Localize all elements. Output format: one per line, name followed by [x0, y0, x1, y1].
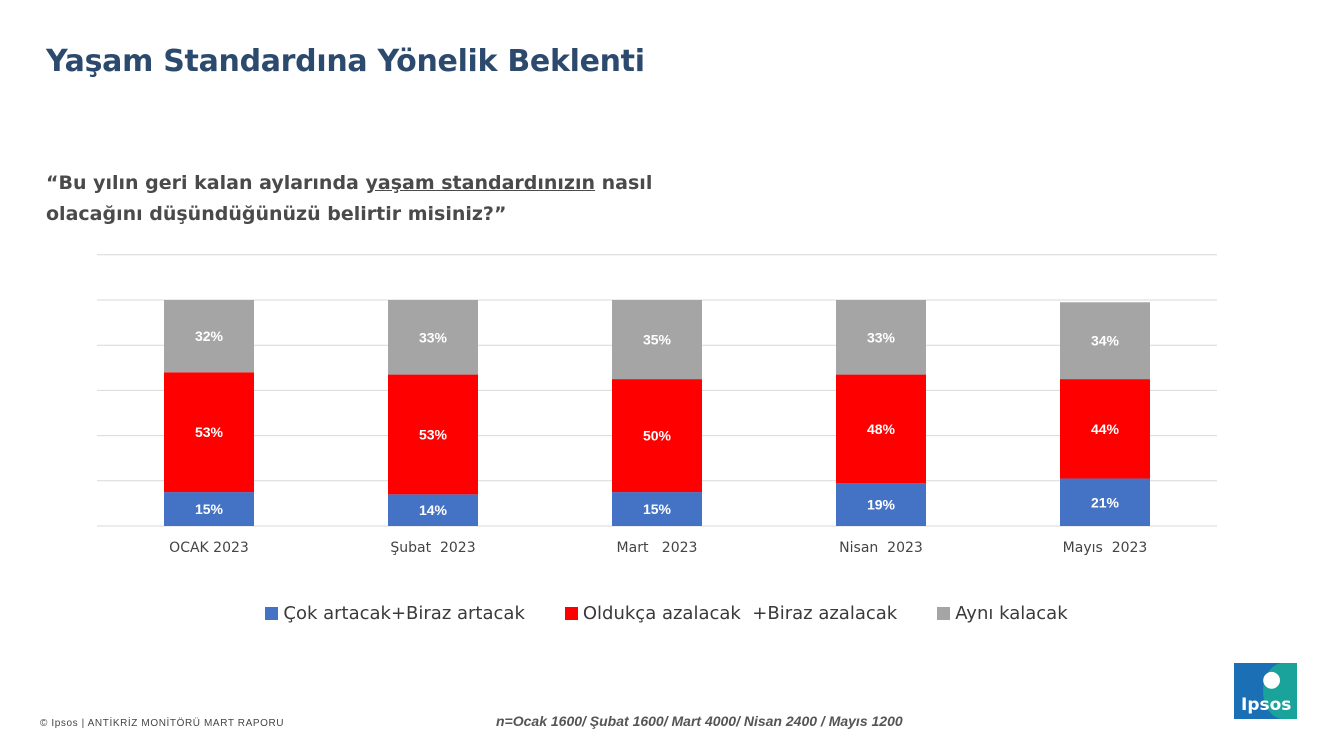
bar-segment — [612, 379, 702, 493]
page-title: Yaşam Standardına Yönelik Beklenti — [46, 44, 645, 79]
data-label: 21% — [1091, 494, 1120, 510]
bar-segment — [164, 492, 254, 526]
x-tick-label: Mart 2023 — [617, 540, 698, 556]
data-label: 53% — [195, 424, 224, 440]
sample-size-note: n=Ocak 1600/ Şubat 1600/ Mart 4000/ Nisa… — [496, 713, 903, 729]
x-tick-label: OCAK 2023 — [169, 540, 249, 556]
bar-segment — [164, 372, 254, 493]
legend-label: Aynı kalacak — [955, 603, 1068, 624]
logo-head-icon: ● — [1262, 667, 1282, 692]
bar-segment — [388, 374, 478, 495]
legend-swatch — [564, 607, 578, 620]
bar-segment — [612, 492, 702, 526]
data-label: 19% — [867, 497, 896, 513]
legend-label: Oldukça azalacak +Biraz azalacak — [582, 603, 898, 624]
ipsos-logo: ● Ipsos — [1234, 663, 1297, 719]
data-label: 35% — [643, 332, 672, 348]
data-label: 48% — [867, 421, 896, 437]
copyright-footer: © Ipsos | ANTİKRİZ MONİTÖRÜ MART RAPORU — [40, 718, 285, 729]
question-text-start: “Bu yılın geri kalan aylarında — [46, 172, 366, 194]
bar-segment — [388, 300, 478, 375]
bar-segment — [612, 300, 702, 380]
x-tick-label: Şubat 2023 — [390, 540, 475, 556]
bar-segment — [836, 483, 926, 526]
chart-legend: Çok artacak+Biraz artacak Oldukça azalaca… — [0, 603, 1333, 624]
legend-swatch — [265, 607, 279, 620]
legend-item: Oldukça azalacak +Biraz azalacak — [564, 603, 898, 624]
legend-swatch — [937, 607, 951, 620]
bar-segment — [1060, 379, 1150, 479]
bar-segment — [1060, 478, 1150, 526]
question-text-end: nasıl olacağını düşündüğünüzü belirtir m… — [46, 172, 653, 225]
data-label: 44% — [1091, 421, 1120, 437]
data-label: 15% — [643, 501, 672, 517]
data-label: 33% — [419, 329, 448, 345]
question-text-underlined: yaşam standardınızın — [365, 172, 596, 194]
data-label: 33% — [867, 329, 896, 345]
legend-item: Aynı kalacak — [937, 603, 1068, 624]
legend-item: Çok artacak+Biraz artacak — [265, 603, 525, 624]
bar-segment — [164, 300, 254, 373]
data-label: 15% — [195, 501, 224, 517]
logo-teal-shape — [1263, 663, 1297, 719]
bar-segment — [1060, 302, 1150, 380]
data-label: 50% — [643, 428, 672, 444]
x-tick-label: Mayıs 2023 — [1063, 540, 1148, 556]
data-label: 34% — [1091, 333, 1120, 349]
bar-segment — [836, 300, 926, 375]
survey-question: “Bu yılın geri kalan aylarında yaşam sta… — [46, 168, 686, 230]
stacked-bar-chart: 15% 53% 32% OCAK 2023 14% 53% 33% Şubat 2023 15%… — [97, 254, 1217, 556]
bar-segment — [388, 494, 478, 526]
data-label: 53% — [419, 426, 448, 442]
logo-text: Ipsos — [1241, 695, 1292, 715]
x-tick-label: Nisan 2023 — [839, 540, 923, 556]
legend-label: Çok artacak+Biraz artacak — [283, 603, 525, 624]
data-label: 32% — [195, 328, 224, 344]
data-label: 14% — [419, 502, 448, 518]
bar-segment — [836, 374, 926, 484]
